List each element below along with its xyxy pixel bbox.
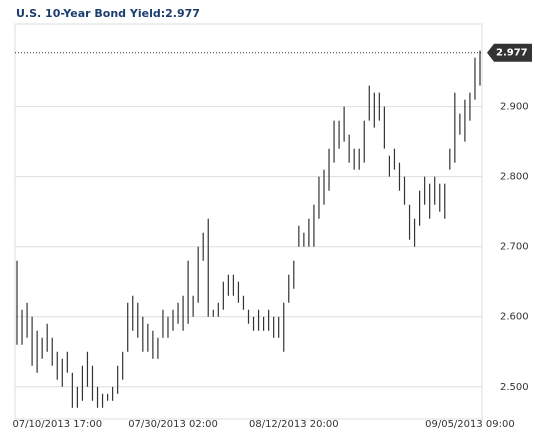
y-tick-label: 2.500: [500, 382, 529, 393]
x-tick-label: 09/05/2013 09:00: [425, 419, 515, 430]
chart-title: U.S. 10-Year Bond Yield:2.977: [16, 7, 200, 20]
last-value-box: [487, 43, 532, 62]
last-value-label: 2.977: [496, 48, 528, 59]
y-tick-label: 2.900: [500, 102, 529, 113]
x-tick-label: 08/12/2013 20:00: [249, 419, 339, 430]
x-tick-label: 07/10/2013 17:00: [12, 419, 102, 430]
y-tick-label: 2.800: [500, 172, 529, 183]
y-tick-label: 2.700: [500, 242, 529, 253]
x-tick-label: 07/30/2013 02:00: [128, 419, 218, 430]
y-tick-label: 2.600: [500, 312, 529, 323]
plot-frame: [14, 23, 483, 420]
